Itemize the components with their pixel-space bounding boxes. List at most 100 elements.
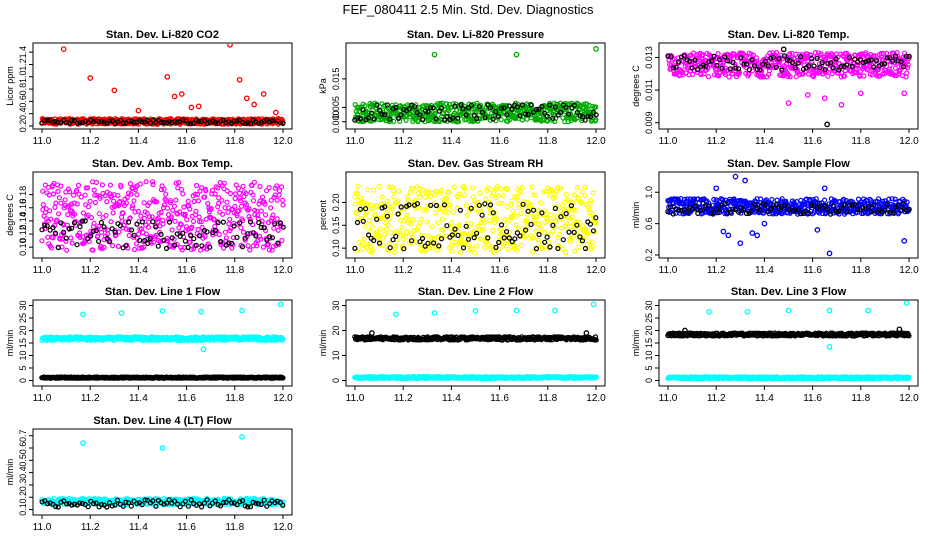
data-point: [667, 204, 674, 210]
plot-frame: [345, 171, 606, 259]
y-tick-label: 0.005: [331, 96, 341, 119]
data-point: [371, 237, 377, 244]
data-point: [374, 216, 380, 222]
data-point: [884, 55, 890, 61]
data-point: [171, 93, 178, 100]
data-point: [261, 225, 267, 231]
y-tick-label: 0.011: [644, 79, 654, 101]
data-point: [93, 228, 99, 234]
data-point: [118, 184, 124, 190]
data-point: [530, 109, 537, 116]
x-tick-label: 12.0: [273, 393, 293, 404]
data-point: [705, 73, 712, 80]
data-point: [493, 244, 499, 250]
data-point: [892, 65, 899, 71]
data-point: [482, 201, 488, 207]
x-axis: 11.0 11.2 11.4 11.6 11.8 12.0: [33, 258, 293, 276]
data-point: [776, 61, 782, 68]
data-point: [236, 190, 243, 196]
data-point: [838, 101, 845, 108]
data-point: [61, 117, 67, 123]
data-point: [257, 183, 263, 190]
data-point: [517, 113, 523, 119]
data-point: [495, 113, 502, 120]
data-point: [52, 230, 59, 236]
data-point: [476, 103, 483, 110]
data-point: [374, 102, 380, 108]
data-point: [71, 117, 78, 124]
data-point: [494, 216, 500, 222]
data-point: [557, 185, 564, 191]
data-point: [238, 225, 244, 231]
data-point: [502, 216, 508, 223]
data-point: [743, 61, 750, 67]
data-point: [43, 206, 49, 212]
data-point: [844, 209, 850, 215]
data-point: [868, 57, 874, 63]
data-point: [474, 230, 480, 236]
y-axis-label: ml/min: [5, 330, 15, 357]
data-point: [749, 208, 755, 214]
data-point: [522, 227, 529, 233]
data-point: [103, 212, 109, 218]
data-point: [126, 232, 132, 239]
y-tick-label: 0.12: [18, 225, 28, 243]
data-point: [539, 210, 545, 216]
data-point: [838, 63, 844, 70]
data-point: [159, 308, 166, 314]
series-secondary: [352, 201, 599, 252]
x-tick-label: 11.6: [490, 265, 509, 276]
data-point: [582, 184, 588, 190]
data-point: [54, 217, 60, 223]
data-point: [812, 49, 819, 56]
data-point: [825, 60, 831, 67]
data-point: [207, 244, 213, 250]
data-point: [768, 206, 774, 212]
data-point: [722, 201, 728, 207]
data-point: [496, 239, 502, 246]
data-point: [522, 111, 529, 117]
data-point: [713, 185, 720, 192]
data-point: [582, 193, 588, 199]
data-point: [715, 50, 721, 57]
x-tick-label: 11.6: [490, 136, 509, 147]
data-point: [167, 198, 173, 204]
data-point: [120, 210, 126, 216]
data-point: [825, 73, 831, 79]
data-point: [705, 203, 712, 209]
data-point: [591, 111, 597, 117]
data-point: [458, 102, 464, 108]
data-point: [552, 194, 558, 200]
data-point: [182, 211, 188, 217]
data-point: [260, 244, 266, 250]
data-points: [665, 46, 912, 128]
data-point: [367, 243, 373, 249]
y-axis-label: kPa: [318, 78, 328, 94]
data-point: [93, 179, 100, 185]
data-point: [528, 221, 534, 227]
data-point: [163, 191, 169, 197]
data-point: [531, 235, 537, 241]
y-tick-label: 20: [18, 325, 28, 335]
data-point: [66, 120, 72, 126]
data-point: [250, 192, 256, 198]
x-tick-label: 11.8: [538, 265, 557, 276]
data-point: [901, 198, 908, 204]
data-point: [180, 191, 186, 197]
data-point: [368, 110, 375, 116]
data-point: [590, 190, 597, 196]
data-point: [258, 224, 264, 230]
data-point: [816, 200, 823, 206]
data-point: [689, 71, 696, 78]
x-tick-label: 11.0: [346, 136, 365, 147]
data-point: [277, 120, 283, 126]
plot-frame: [345, 42, 606, 130]
data-point: [164, 73, 171, 80]
data-point: [247, 219, 254, 225]
data-point: [419, 232, 425, 239]
data-point: [751, 63, 758, 69]
data-point: [506, 229, 512, 235]
data-point: [248, 120, 254, 127]
data-point: [212, 227, 218, 233]
